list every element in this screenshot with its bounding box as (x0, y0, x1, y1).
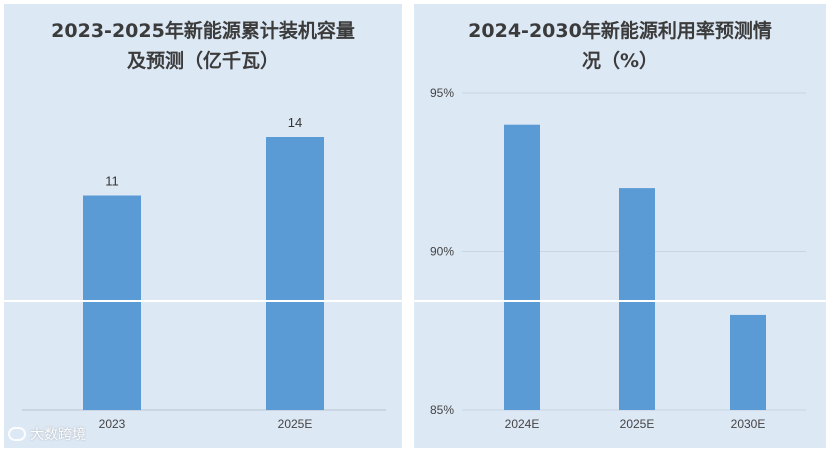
y-tick-label: 85% (430, 403, 454, 417)
x-tick-label: 2025E (620, 417, 655, 431)
bar (266, 137, 324, 410)
chart-title: 2023-2025年新能源累计装机容量及预测（亿千瓦） (51, 20, 355, 72)
bar (730, 314, 766, 410)
x-tick-label: 2024E (505, 417, 540, 431)
watermark-text: 大数跨境 (30, 427, 86, 443)
data-label: 11 (105, 174, 119, 189)
axis-break-strip (0, 300, 830, 302)
bar (619, 188, 655, 410)
bar (504, 124, 540, 410)
logo-icon (8, 427, 26, 441)
x-tick-label: 2023 (99, 417, 126, 431)
y-tick-label: 90% (430, 245, 454, 259)
bar (83, 195, 141, 410)
y-tick-label: 95% (430, 86, 454, 100)
x-tick-label: 2030E (731, 417, 766, 431)
chart-panel-capacity: 2023-2025年新能源累计装机容量及预测（亿千瓦） (4, 4, 402, 448)
x-tick-label: 2025E (278, 417, 313, 431)
data-label: 14 (288, 115, 302, 130)
watermark: 大数跨境 (8, 424, 86, 444)
chart-title: 2024-2030年新能源利用率预测情况（%） (468, 20, 772, 72)
